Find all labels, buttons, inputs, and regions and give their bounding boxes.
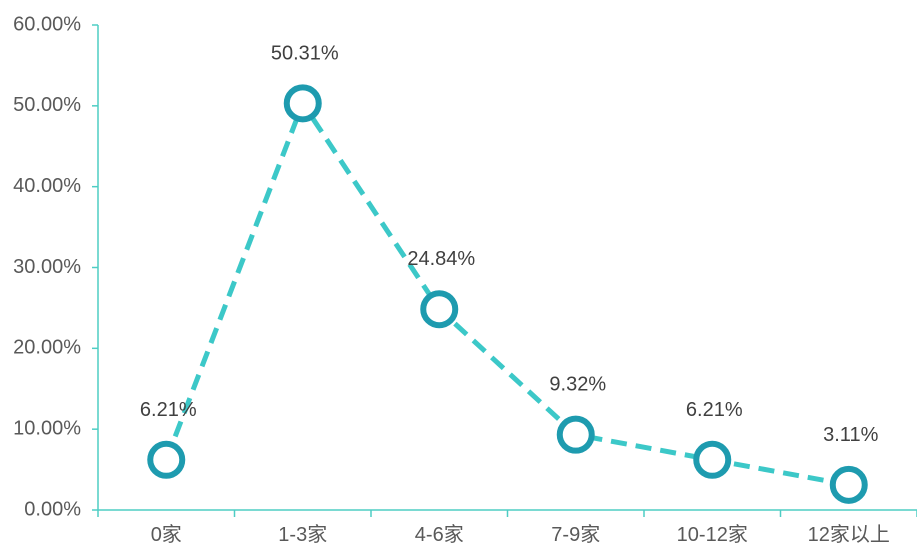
data-point-marker bbox=[693, 440, 732, 479]
series-line-layer bbox=[163, 100, 850, 488]
data-label: 6.21% bbox=[686, 399, 743, 421]
data-point-marker bbox=[147, 440, 186, 479]
data-label: 6.21% bbox=[140, 399, 197, 421]
labels: 6.21% 50.31% 24.84% 9.32% 6.21% 3.11% bbox=[140, 42, 879, 446]
data-point-marker bbox=[829, 465, 868, 504]
y-tick-label: 10.00% bbox=[13, 417, 81, 439]
data-label: 3.11% bbox=[823, 424, 878, 446]
x-tick-label: 0家 bbox=[151, 523, 182, 546]
y-tick-label: 50.00% bbox=[13, 94, 81, 116]
y-tick-label: 0.00% bbox=[24, 498, 81, 520]
data-point-marker bbox=[283, 84, 322, 123]
x-tick-label: 7-9家 bbox=[551, 523, 600, 546]
x-tick-label: 4-6家 bbox=[415, 523, 464, 546]
markers bbox=[147, 84, 868, 504]
axes: 0.00% 10.00% 20.00% 30.00% 40.00% 50.00% 60.00… bbox=[13, 13, 917, 546]
y-tick-label: 30.00% bbox=[13, 256, 81, 278]
x-tick-label: 12家以上 bbox=[808, 523, 890, 546]
data-label: 9.32% bbox=[549, 374, 606, 396]
x-tick-label: 1-3家 bbox=[278, 523, 327, 546]
series-line bbox=[163, 100, 850, 488]
y-tick-label: 60.00% bbox=[13, 13, 81, 35]
data-point-marker bbox=[420, 290, 459, 329]
data-point-marker bbox=[556, 415, 595, 454]
data-label: 50.31% bbox=[271, 42, 339, 64]
x-tick-label: 10-12家 bbox=[677, 523, 748, 546]
y-tick-label: 20.00% bbox=[13, 337, 81, 359]
data-label: 24.84% bbox=[407, 248, 475, 270]
y-tick-label: 40.00% bbox=[13, 175, 81, 197]
